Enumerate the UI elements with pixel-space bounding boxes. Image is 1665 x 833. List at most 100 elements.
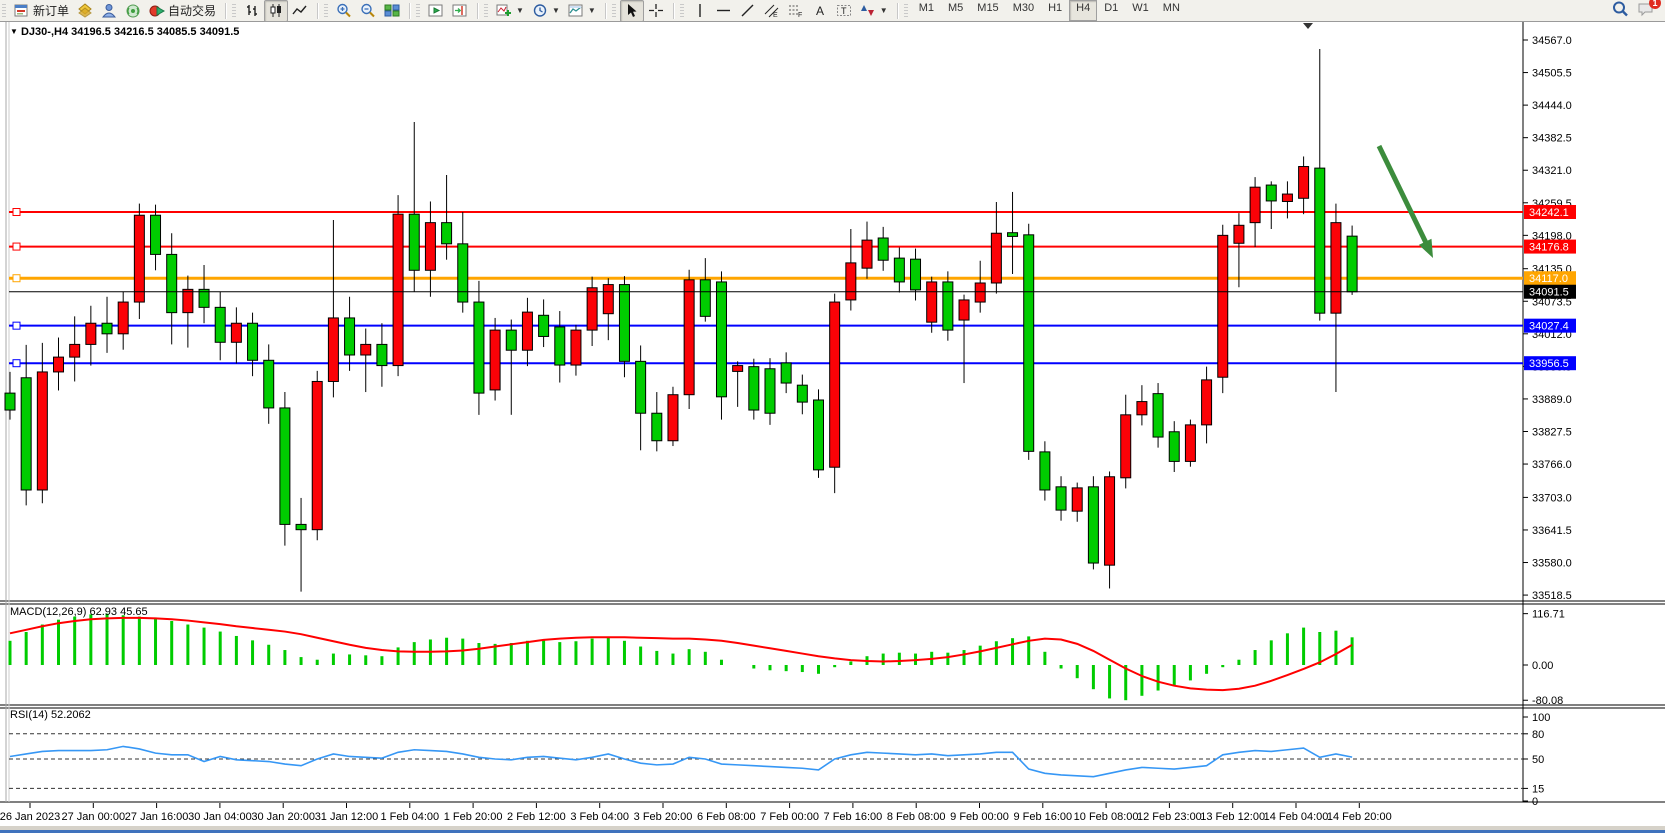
toolbar-grip (611, 3, 616, 18)
line-handle[interactable] (12, 274, 21, 283)
chevron-down-icon[interactable]: ▼ (879, 6, 888, 15)
svg-text:0.00: 0.00 (1532, 660, 1553, 672)
arrow-annotation[interactable] (1376, 144, 1433, 258)
toolbar-separator (477, 2, 480, 19)
line-handle[interactable] (12, 359, 21, 368)
price-tag (1524, 271, 1576, 286)
chevron-down-icon[interactable]: ▼ (587, 6, 596, 15)
candle-body (408, 213, 420, 271)
hline-button[interactable] (712, 0, 736, 22)
time-axis[interactable]: 26 Jan 2023 27 Jan 00:00 27 Jan 16:00 30 Ja… (0, 803, 1392, 823)
line-chart-button[interactable] (288, 0, 312, 22)
candle-body (1039, 451, 1051, 491)
templates-button[interactable]: ▼ (564, 0, 600, 22)
price-axis[interactable]: 34567.034505.534444.034382.534321.034259… (1523, 35, 1572, 602)
auto-scroll-button[interactable] (424, 0, 448, 22)
candle-body (505, 329, 517, 351)
candle-body (1330, 222, 1342, 314)
timeframe-m5-button[interactable]: M5 (948, 2, 964, 14)
candle-body (69, 343, 81, 358)
vline-icon (692, 3, 708, 18)
timeframe-mn-button[interactable]: MN (1162, 2, 1180, 14)
svg-text:33641.5: 33641.5 (1532, 525, 1572, 537)
rsi-panel[interactable]: 100 80 50 150 (9, 712, 1550, 808)
timeframe-m1-button[interactable]: M1 (918, 2, 934, 14)
chevron-down-icon[interactable]: ▼ (551, 6, 560, 15)
chart-shift-button[interactable] (448, 0, 472, 22)
macd-panel[interactable]: 116.71 0.00 -80.08 (8, 609, 1565, 708)
zoom-out-icon (360, 3, 376, 18)
trendline-button[interactable] (736, 0, 760, 22)
candle-body (1281, 193, 1293, 202)
svg-text:1 Feb 04:00: 1 Feb 04:00 (380, 811, 439, 823)
rsi-value: 52.2062 (50, 709, 91, 721)
chevron-down-icon[interactable]: ▼ (516, 6, 524, 15)
candle-body (1298, 166, 1310, 199)
bar-chart-button[interactable] (240, 0, 264, 22)
zoom-out-button[interactable] (356, 0, 380, 22)
candle-body (198, 288, 210, 308)
candle-body (893, 257, 905, 283)
fibo-button[interactable]: F (784, 0, 808, 22)
candle-body (247, 322, 259, 361)
candle-body (133, 214, 145, 303)
svg-text:14 Feb 20:00: 14 Feb 20:00 (1327, 811, 1392, 823)
candle-body (683, 279, 695, 396)
crosshair-button[interactable] (644, 0, 668, 22)
candle-body (861, 239, 873, 269)
candle-body (182, 288, 194, 314)
channel-button[interactable]: E (760, 0, 784, 22)
auto-trading-button[interactable]: 自动交易 (145, 0, 220, 22)
timeframe-w1-button[interactable]: W1 (1132, 2, 1149, 14)
chart-menu-icon[interactable]: ▼ (10, 27, 18, 36)
text-button[interactable]: A (808, 0, 832, 22)
candle-body (829, 301, 841, 468)
arrows-button[interactable]: ▼ (856, 0, 892, 22)
timeframe-m30-button[interactable]: M30 (1012, 2, 1035, 14)
svg-text:2 Feb 12:00: 2 Feb 12:00 (507, 811, 566, 823)
candle-body (538, 314, 550, 337)
line-handle[interactable] (12, 321, 21, 330)
signals-button[interactable] (121, 0, 145, 22)
toolbar-separator (317, 2, 320, 19)
candle-body (942, 281, 954, 331)
cursor-icon (624, 3, 640, 18)
periods-button[interactable]: ▼ (528, 0, 564, 22)
candle-body (1087, 486, 1099, 564)
tile-windows-button[interactable] (380, 0, 404, 22)
chart-symbol-period: DJ30-,H4 (20, 26, 69, 38)
timeframe-h1-button[interactable]: H1 (1048, 2, 1063, 14)
timeframe-d1-button[interactable]: D1 (1104, 2, 1119, 14)
search-icon[interactable] (1612, 1, 1629, 20)
svg-text:1 Feb 20:00: 1 Feb 20:00 (444, 811, 503, 823)
person-icon (101, 3, 117, 18)
taskbar-edge (0, 830, 1665, 833)
candle-body (780, 362, 792, 384)
svg-text:33889.0: 33889.0 (1532, 394, 1572, 406)
label-button[interactable]: T (832, 0, 856, 22)
zoom-in-button[interactable] (332, 0, 356, 22)
chart-window-button[interactable] (73, 0, 97, 22)
market-watch-button[interactable] (97, 0, 121, 22)
timeframe-m15-button[interactable]: M15 (977, 2, 999, 14)
line-handle[interactable] (12, 208, 21, 217)
line-handle[interactable] (12, 242, 21, 251)
chart-shift-marker[interactable] (1303, 23, 1313, 29)
notifications-icon[interactable]: 1 (1637, 0, 1661, 20)
new-order-button[interactable]: 新订单 (10, 0, 73, 22)
candle-body (974, 282, 986, 303)
indicators-button[interactable]: ▼ (492, 0, 528, 22)
toolbar: 新订单 自动交易 ▼ ▼ ▼ E F A T ▼ M1 M5 M15 M30 H1 H4 D1 W1 MN 1 (0, 0, 1665, 22)
svg-text:T: T (841, 6, 847, 16)
candle-chart-button[interactable] (264, 0, 289, 22)
candle-body (1055, 486, 1067, 511)
cursor-button[interactable] (619, 0, 644, 22)
candle-body (441, 222, 453, 245)
price-tag (1524, 239, 1576, 254)
timeframe-h4-button[interactable]: H4 (1069, 0, 1098, 21)
vline-button[interactable] (688, 0, 712, 22)
new-order-button-label: 新订单 (33, 4, 70, 18)
candles-layer (4, 48, 1358, 592)
svg-text:34382.5: 34382.5 (1532, 133, 1572, 145)
